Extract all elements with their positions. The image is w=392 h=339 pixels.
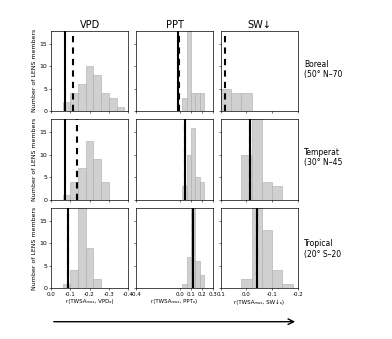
X-axis label: r(TWSAₘₐₓ, PPTₐ): r(TWSAₘₐₓ, PPTₐ) — [151, 299, 198, 304]
Bar — [93, 279, 101, 288]
Bar — [195, 93, 200, 111]
Bar — [70, 270, 78, 288]
Bar — [93, 75, 101, 111]
Bar — [200, 93, 204, 111]
Title: SW↓: SW↓ — [247, 20, 271, 30]
Y-axis label: Number of LENS members: Number of LENS members — [32, 29, 37, 113]
Bar — [195, 177, 200, 200]
Title: PPT: PPT — [165, 20, 183, 30]
Bar — [252, 207, 262, 288]
Bar — [78, 84, 86, 111]
Bar — [187, 155, 191, 200]
Bar — [63, 102, 70, 111]
Bar — [191, 194, 195, 288]
Text: Temperat
(30° N–45: Temperat (30° N–45 — [304, 148, 342, 167]
Bar — [262, 182, 272, 200]
Bar — [182, 186, 187, 200]
Bar — [86, 141, 93, 200]
Bar — [191, 128, 195, 200]
Bar — [70, 182, 78, 200]
Bar — [63, 195, 70, 200]
Bar — [116, 106, 124, 111]
Bar — [221, 89, 231, 111]
Bar — [78, 190, 86, 288]
Text: Boreal
(50° N–70: Boreal (50° N–70 — [304, 60, 342, 79]
Bar — [231, 93, 241, 111]
X-axis label: r(TWSAₘₐₓ, SW↓ₐ): r(TWSAₘₐₓ, SW↓ₐ) — [234, 299, 284, 305]
Bar — [70, 93, 78, 111]
Bar — [182, 284, 187, 288]
Title: VPD: VPD — [80, 20, 100, 30]
Bar — [187, 8, 191, 111]
Bar — [241, 155, 252, 200]
Bar — [200, 275, 204, 288]
Bar — [241, 93, 252, 111]
Text: Tropical
(20° S–20: Tropical (20° S–20 — [304, 239, 341, 259]
Bar — [195, 261, 200, 288]
Bar — [78, 168, 86, 200]
Bar — [86, 248, 93, 288]
Bar — [262, 230, 272, 288]
Bar — [187, 257, 191, 288]
Bar — [93, 159, 101, 200]
Bar — [252, 106, 262, 200]
Bar — [272, 186, 283, 200]
Bar — [63, 284, 70, 288]
Bar — [109, 98, 116, 111]
Bar — [272, 270, 283, 288]
Y-axis label: Number of LENS members: Number of LENS members — [32, 118, 37, 201]
Bar — [200, 182, 204, 200]
Bar — [182, 98, 187, 111]
Bar — [101, 93, 109, 111]
Bar — [191, 93, 195, 111]
Bar — [86, 66, 93, 111]
Bar — [101, 182, 109, 200]
Y-axis label: Number of LENS members: Number of LENS members — [32, 206, 37, 290]
Bar — [241, 279, 252, 288]
Bar — [283, 284, 293, 288]
X-axis label: r(TWSAₘₐₓ, VPDₐ): r(TWSAₘₐₓ, VPDₐ) — [66, 299, 113, 304]
